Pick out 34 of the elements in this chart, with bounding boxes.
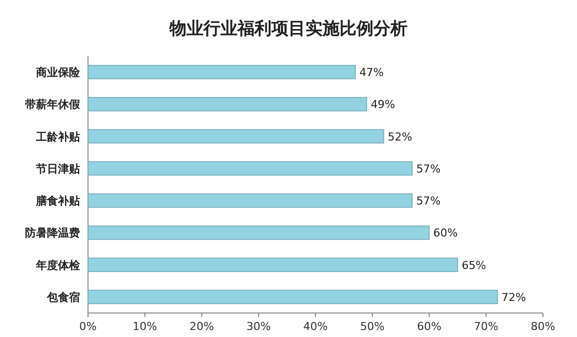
data-label: 72% [502,290,526,304]
data-label: 57% [416,194,441,208]
x-tick-label: 0% [79,320,97,333]
bar [88,161,413,176]
x-tick-label: 20% [190,320,214,333]
y-tick-label: 膳食补贴 [35,194,80,208]
chart-title: 物业行业福利项目实施比例分析 [168,19,408,39]
x-tick-label: 80% [530,320,556,333]
y-tick-label: 带薪年休假 [25,98,81,112]
bar [88,290,498,304]
bar [88,226,430,240]
bar [88,129,384,144]
y-tick-label: 商业保险 [35,66,81,80]
bar [88,64,356,80]
y-tick-label: 节日津贴 [35,162,80,176]
data-label: 49% [370,98,396,112]
bar [88,97,368,112]
x-tick-label: 30% [246,320,271,333]
bar [88,193,413,208]
data-label: 47% [359,66,384,80]
y-tick-label: 防暑降温费 [25,226,80,240]
x-tick-label: 50% [360,320,385,333]
data-label: 60% [433,226,458,240]
x-tick-label: 40% [303,320,328,333]
y-tick-label: 年度体检 [35,258,81,272]
y-tick-label: 包食宿 [46,290,80,304]
x-tick-label: 60% [417,320,442,333]
data-label: 65% [462,258,486,272]
data-label: 52% [388,130,412,144]
y-tick-label: 工龄补贴 [35,130,80,144]
data-label: 57% [416,162,441,176]
bar [88,258,458,272]
x-tick-label: 10% [132,320,158,333]
x-tick-label: 70% [474,320,498,333]
